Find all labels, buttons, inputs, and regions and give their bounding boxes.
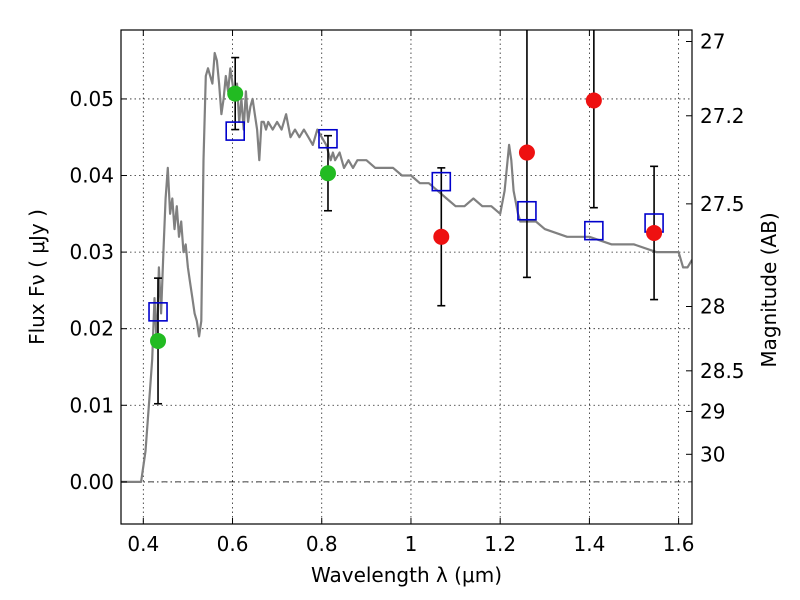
green-data-point	[150, 332, 167, 349]
axes-frame	[120, 29, 693, 525]
model-photometry-square	[584, 220, 604, 241]
model-photometry-square	[431, 171, 452, 192]
mag-tick-label: 28	[700, 294, 725, 318]
x-tick-label: 1	[405, 532, 418, 556]
mag-tick-label: 27.5	[700, 192, 745, 216]
model-photometry-square	[225, 121, 245, 141]
mag-tick-label: 27.2	[700, 104, 745, 128]
model-photometry-square	[148, 302, 168, 322]
red-data-point	[433, 228, 450, 245]
x-tick-label: 1.4	[573, 532, 605, 556]
right-axis-label: Magnitude (AB)	[757, 212, 781, 367]
y-axis-label: Flux Fν ( μJy )	[25, 209, 49, 345]
y-tick-label: 0.03	[69, 240, 114, 264]
axis-ticks	[121, 30, 692, 524]
green-data-point	[319, 165, 336, 182]
red-data-point	[646, 224, 663, 241]
red-data-point	[585, 92, 602, 109]
x-tick-label: 1.2	[484, 532, 516, 556]
x-tick-label: 1.6	[663, 532, 695, 556]
y-tick-label: 0.00	[69, 470, 114, 494]
grid-lines	[121, 30, 692, 524]
spectrum-line	[121, 51, 692, 483]
x-tick-label: 0.6	[217, 532, 249, 556]
mag-tick-label: 28.5	[700, 359, 745, 383]
model-photometry-square	[517, 200, 537, 221]
tick-labels: 0.4 0.6 0.8 1 1.2 1.4 1.6 0.00 0.01 0.02 0.03 0.04 0…	[69, 29, 744, 556]
y-tick-label: 0.05	[69, 87, 114, 111]
plot-area	[121, 30, 692, 483]
mag-tick-label: 30	[700, 442, 725, 466]
y-tick-label: 0.04	[69, 164, 114, 188]
y-tick-label: 0.01	[69, 393, 114, 417]
mag-tick-label: 29	[700, 399, 725, 423]
green-data-point	[227, 85, 244, 102]
x-axis-label: Wavelength λ (μm)	[311, 563, 502, 587]
x-tick-label: 0.4	[127, 532, 159, 556]
model-photometry-square	[318, 128, 338, 149]
x-tick-label: 0.8	[306, 532, 338, 556]
y-tick-label: 0.02	[69, 317, 114, 341]
red-data-point	[518, 144, 535, 161]
mag-tick-label: 27	[700, 29, 725, 53]
